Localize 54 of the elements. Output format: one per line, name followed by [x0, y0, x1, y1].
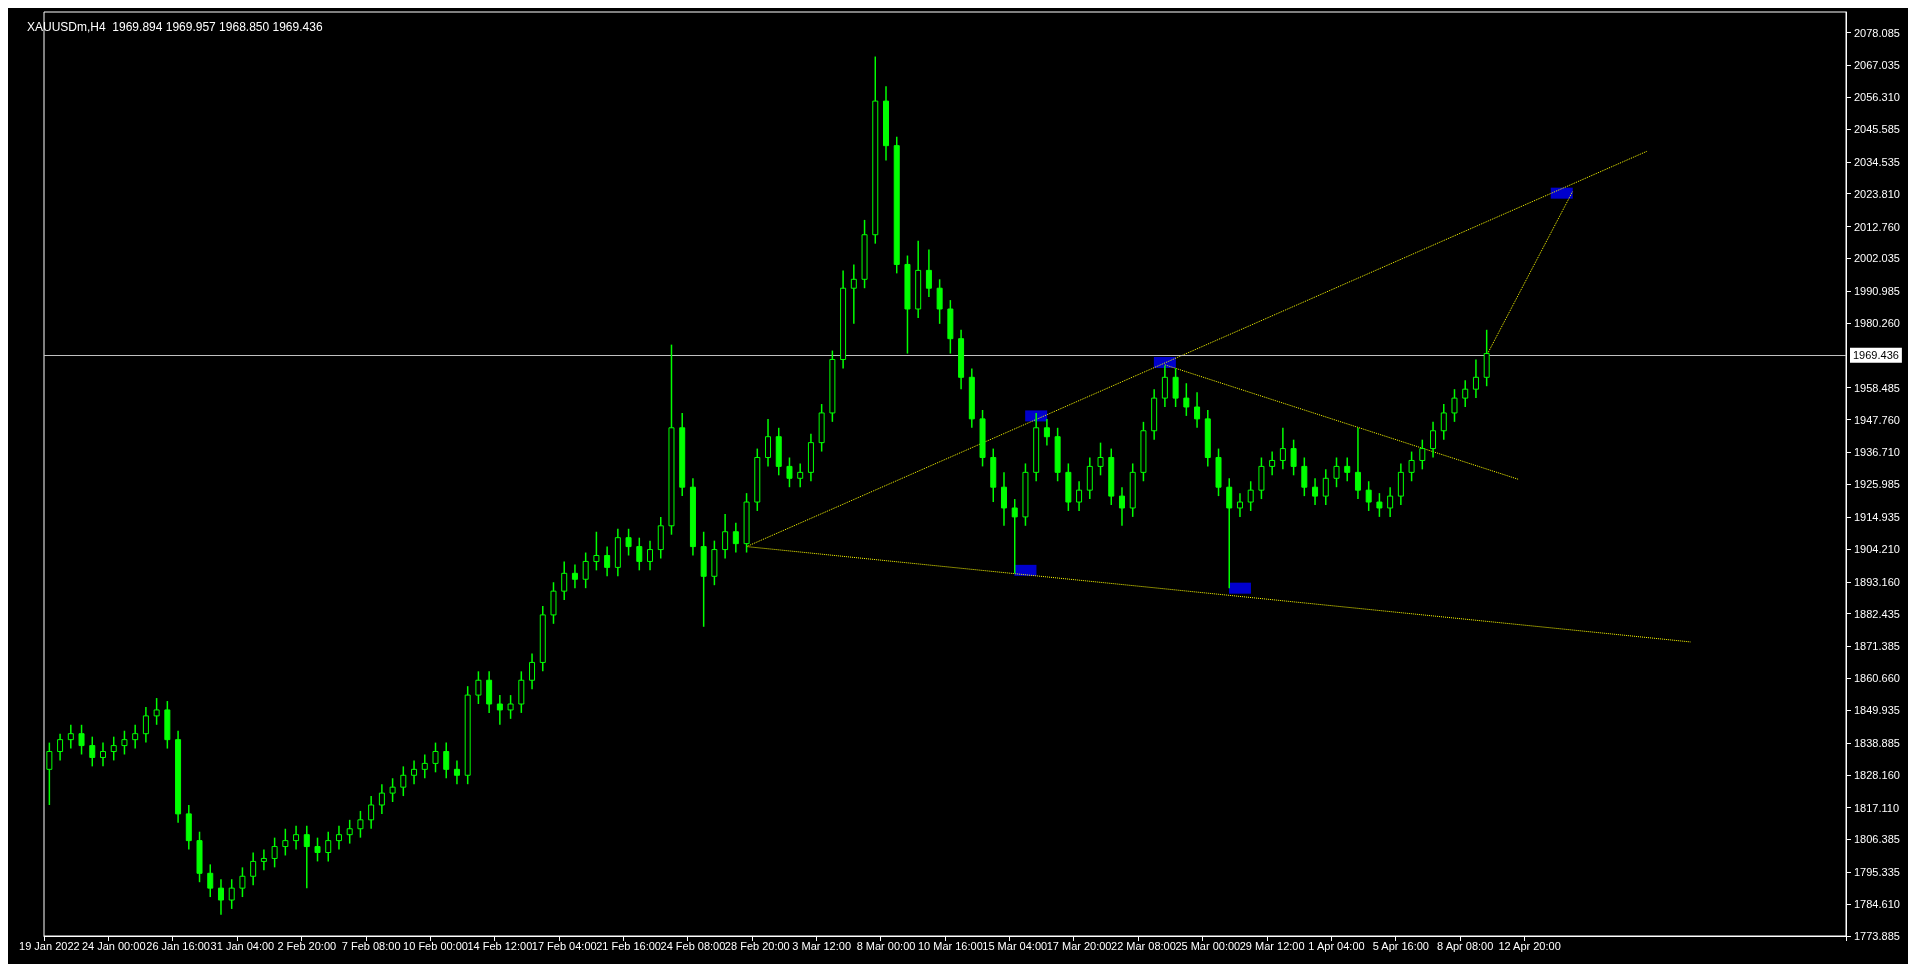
x-tick-label: 5 Apr 16:00	[1372, 939, 1429, 952]
y-tick-label: 1817.110	[1854, 801, 1900, 814]
x-tick-label: 28 Feb 20:00	[724, 939, 790, 952]
x-tick-label: 21 Feb 16:00	[596, 939, 661, 952]
y-tick-label: 1893.160	[1854, 575, 1900, 588]
y-tick-label: 1914.935	[1854, 511, 1900, 524]
y-tick-label: 2012.760	[1854, 220, 1900, 233]
y-tick-label: 1860.660	[1854, 672, 1900, 685]
y-tick-label: 2002.035	[1854, 252, 1900, 265]
y-tick-label: 1871.385	[1854, 640, 1900, 653]
y-tick-label: 2056.310	[1854, 91, 1900, 104]
y-tick-label: 1882.435	[1854, 607, 1900, 620]
y-tick-label: 2067.035	[1854, 59, 1900, 72]
x-tick-label: 14 Feb 12:00	[467, 939, 533, 952]
x-tick-label: 25 Mar 00:00	[1175, 939, 1241, 952]
x-tick-label: 24 Feb 08:00	[660, 939, 726, 952]
x-tick-label: 17 Mar 20:00	[1046, 939, 1112, 952]
ref-line-label: 1969.436	[1853, 349, 1899, 362]
x-tick-label: 31 Jan 04:00	[210, 939, 275, 952]
y-tick-label: 1958.485	[1854, 381, 1900, 394]
y-tick-label: 1980.260	[1854, 317, 1900, 330]
y-tick-label: 1773.885	[1854, 930, 1900, 942]
y-tick-label: 1806.385	[1854, 833, 1900, 846]
x-tick-label: 26 Jan 16:00	[146, 939, 210, 952]
y-tick-label: 2045.585	[1854, 123, 1900, 136]
y-tick-label: 1936.710	[1854, 446, 1900, 459]
x-tick-label: 12 Apr 20:00	[1498, 939, 1561, 952]
y-tick-label: 1849.935	[1854, 704, 1900, 717]
x-tick-label: 15 Mar 04:00	[982, 939, 1048, 952]
x-tick-label: 24 Jan 00:00	[81, 939, 146, 952]
y-tick-label: 2034.535	[1854, 155, 1900, 168]
x-tick-label: 22 Mar 08:00	[1111, 939, 1176, 952]
x-tick-label: 2 Feb 20:00	[277, 939, 337, 952]
x-tick-label: 1 Apr 04:00	[1308, 939, 1365, 952]
y-tick-label: 2023.810	[1854, 187, 1900, 200]
x-tick-label: 19 Jan 2022	[19, 939, 80, 952]
y-tick-label: 1784.610	[1854, 898, 1900, 911]
x-tick-label: 3 Mar 12:00	[792, 939, 851, 952]
x-tick-label: 10 Feb 00:00	[403, 939, 468, 952]
y-tick-label: 1925.985	[1854, 478, 1900, 491]
y-tick-label: 1795.335	[1854, 866, 1900, 879]
x-tick-label: 17 Feb 04:00	[531, 939, 597, 952]
y-tick-label: 1838.885	[1854, 736, 1900, 749]
y-tick-label: 1990.985	[1854, 285, 1900, 298]
y-tick-label: 1828.160	[1854, 768, 1900, 781]
x-tick-label: 29 Mar 12:00	[1239, 939, 1305, 952]
y-tick-label: 1904.210	[1854, 542, 1900, 555]
x-tick-label: 7 Feb 08:00	[341, 939, 401, 952]
x-tick-label: 8 Apr 08:00	[1437, 939, 1494, 952]
y-tick-label: 1947.760	[1854, 413, 1900, 426]
x-tick-label: 10 Mar 16:00	[917, 939, 983, 952]
text: XAUUSDm,H4 1969.894 1969.957 1968.850 1969.436	[27, 20, 323, 34]
x-tick-label: 8 Mar 00:00	[856, 939, 916, 952]
y-tick-label: 2078.085	[1854, 26, 1900, 39]
